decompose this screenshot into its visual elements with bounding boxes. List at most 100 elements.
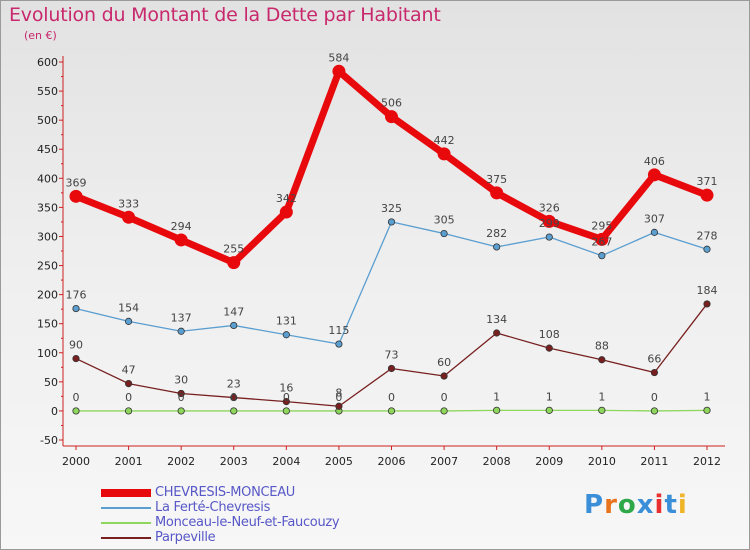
data-label: 134 [486,313,507,326]
data-label: 137 [171,311,192,324]
data-label: 23 [227,378,241,391]
data-label: 115 [328,324,349,337]
data-point [598,406,606,414]
y-tick-label: 0 [51,405,58,418]
data-point [72,407,80,415]
data-label: 0 [230,391,237,404]
data-label: 278 [697,229,718,242]
data-point [227,256,241,270]
logo-letter: x [636,490,655,520]
data-point [493,243,501,251]
data-point [230,407,238,415]
data-label: 108 [539,328,560,341]
data-label: 8 [335,386,342,399]
data-point [230,393,238,402]
data-point [595,232,609,246]
data-label: 294 [171,220,192,233]
y-tick-label: 100 [37,347,58,360]
data-label: 73 [385,348,399,361]
data-label: 0 [651,391,658,404]
x-tick-label: 2006 [378,455,406,468]
y-tick-label: 550 [37,85,58,98]
data-point [177,389,185,398]
data-point [650,368,659,377]
data-label: 342 [276,192,297,205]
legend-swatch [101,536,151,539]
data-point [230,321,238,330]
data-label: 333 [118,197,139,210]
logo-letter: i [654,490,665,520]
data-point [703,406,711,414]
data-point [282,331,290,339]
data-label: 0 [388,391,395,404]
data-point [282,398,290,406]
x-tick-label: 2011 [640,455,668,468]
data-point [174,233,188,247]
data-label: 1 [546,390,553,403]
legend-label: La Ferté-Chevresis [155,500,271,515]
data-point [387,364,396,373]
legend-label: CHEVRESIS-MONCEAU [155,485,296,500]
data-label: 406 [644,155,665,168]
x-tick-label: 2001 [115,455,143,468]
data-point [282,407,290,415]
data-label: 1 [704,390,711,403]
data-point [279,205,293,219]
logo-letter: o [617,490,637,520]
data-point [124,379,133,388]
y-tick-label: 200 [37,289,58,302]
y-tick-label: 150 [37,318,58,331]
legend-swatch [101,521,151,524]
x-tick-label: 2004 [272,455,300,468]
x-tick-label: 2002 [167,455,195,468]
data-label: 0 [178,391,185,404]
data-label: 60 [437,356,451,369]
data-label: 88 [595,340,609,353]
data-point [647,168,661,182]
data-point [598,252,606,260]
data-point [545,406,553,414]
data-point [335,340,343,348]
data-label: 30 [174,373,188,386]
data-point [332,64,346,78]
data-label: 506 [381,97,402,110]
data-point [545,233,553,241]
data-point [385,110,398,124]
data-point [69,189,83,203]
logo-letter: r [604,490,618,520]
y-tick-label: 500 [37,114,58,127]
proxiti-logo: Proxiti [584,490,688,520]
data-label: 326 [539,201,560,214]
data-point [650,228,659,236]
data-label: 375 [486,173,507,186]
data-label: 1 [598,390,605,403]
data-label: 255 [223,243,244,256]
data-label: 282 [486,227,507,240]
data-label: 307 [644,212,665,225]
data-label: 305 [434,214,455,227]
data-label: 90 [69,339,83,352]
data-point [124,407,133,415]
data-label: 369 [66,176,87,189]
x-tick-label: 2010 [588,455,616,468]
data-point [703,245,711,253]
legend-label: Parpeville [155,530,216,545]
data-point [335,402,343,410]
chart-title: Evolution du Montant de la Dette par Hab… [9,4,441,26]
data-label: 66 [647,353,661,366]
data-label: 47 [122,364,136,377]
data-label: 0 [125,391,132,404]
data-point [703,300,711,308]
legend-label: Monceau-le-Neuf-et-Faucouzy [155,515,340,530]
data-point [440,372,448,380]
x-tick-label: 2003 [220,455,248,468]
data-point [437,147,451,161]
x-tick-label: 2000 [62,455,90,468]
y-tick-label: 450 [37,143,58,156]
y-tick-label: 300 [37,230,58,243]
legend-swatch [101,488,151,497]
data-label: 16 [279,382,293,395]
data-label: 154 [118,301,139,314]
